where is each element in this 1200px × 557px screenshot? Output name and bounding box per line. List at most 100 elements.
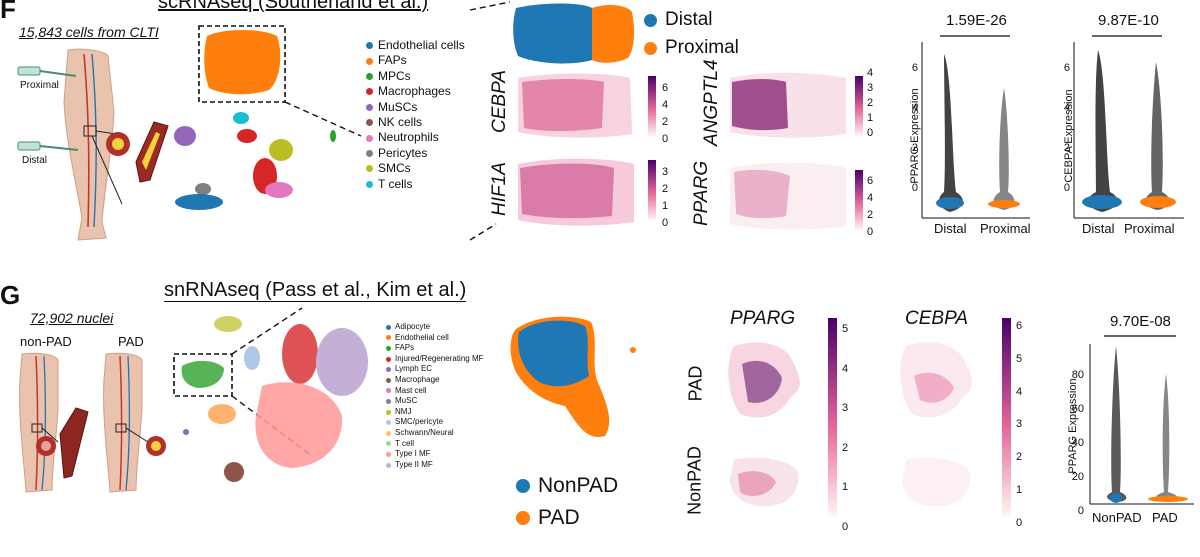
legend-swatch (386, 420, 391, 426)
split-umap-g (510, 316, 636, 438)
pvalue-pparg-f: 1.59E-26 (946, 12, 1007, 29)
legend-item: Endothelial cell (386, 333, 484, 344)
colorbar-hif1a (648, 160, 656, 220)
legend-item: MPCs (366, 69, 465, 84)
colorbar-tick: 1 (842, 481, 849, 493)
legend-item: Lymph EC (386, 364, 484, 375)
legend-item: Neutrophils (366, 130, 465, 145)
legend-swatch (366, 42, 373, 50)
zoom-lines-f (469, 1, 511, 241)
colorbar-tick: 2 (842, 441, 849, 454)
legend-swatch (366, 134, 373, 142)
legend-item: Injured/Regenerating MF (386, 354, 484, 365)
legend-label: Neutrophils (378, 130, 439, 145)
legend-item: SMCs (366, 161, 465, 176)
feature-plot-pparg-nonpad (730, 457, 799, 507)
legend-item: Type II MF (386, 460, 484, 471)
legend-label: MuSCs (378, 99, 418, 114)
legend-swatch (516, 511, 530, 525)
legend-swatch (386, 388, 391, 394)
gene-label-pparg-f: PPARG (691, 160, 712, 226)
sig-bar (1092, 35, 1162, 37)
proximal-label: Proximal (20, 80, 59, 91)
legend-label: Type II MF (395, 459, 433, 469)
colorbar-tick: 0 (867, 127, 874, 139)
distal-label: Distal (22, 155, 48, 166)
colorbar-ticks-angptl4: 4 3 2 1 0 (867, 66, 873, 141)
colorbar-tick: 0 (662, 217, 669, 229)
colorbar-tick: 1 (1016, 483, 1023, 496)
legend-item: MuSCs (366, 100, 465, 115)
split-legend-f: Distal Proximal (644, 6, 739, 62)
colorbar-ticks-cebpa-g: 6 5 4 3 2 1 0 (1016, 310, 1022, 540)
colorbar-tick: 4 (662, 99, 669, 111)
legend-swatch (366, 73, 373, 81)
umap-g (173, 307, 368, 482)
legend-swatch (366, 165, 373, 173)
panel-f-title: scRNAseq (Southerland et al.) (158, 0, 429, 13)
colorbar-tick: 4 (867, 67, 874, 79)
legend-item: FAPs (366, 53, 465, 68)
legend-item: Proximal (644, 34, 739, 62)
panel-f-subtitle: 15,843 cells from CLTI (19, 24, 159, 40)
legend-swatch (386, 367, 391, 373)
colorbar-tick: 6 (867, 175, 874, 187)
sig-bar (940, 35, 1010, 37)
legend-label: MPCs (378, 68, 411, 83)
gene-label-cebpa: CEBPA (489, 69, 510, 133)
violin-yticks-pparg-g: 80 60 40 20 0 (1062, 358, 1084, 528)
y-tick: 0 (1077, 505, 1084, 517)
legend-label: FAPs (395, 343, 415, 353)
feature-plot-cebpa (518, 73, 632, 138)
legend-label: T cells (378, 176, 413, 191)
colorbar-tick: 0 (867, 226, 874, 238)
legend-label: T cell (395, 438, 414, 448)
gene-label-angptl4: ANGPTL4 (701, 59, 722, 146)
pad-label: PAD (118, 334, 144, 349)
panel-letter-g: G (0, 280, 21, 310)
colorbar-tick: 5 (1016, 352, 1023, 365)
violin-yticks-cebpa-f: 6 4 2 0 (1058, 48, 1070, 208)
y-tick: 4 (1063, 102, 1070, 114)
legend-label: SMC/pericyte (395, 417, 444, 427)
y-tick: 2 (1063, 142, 1070, 154)
colorbar-tick: 2 (867, 97, 874, 109)
legend-item: Endothelial cells (366, 38, 465, 53)
legend-swatch (386, 451, 391, 457)
legend-swatch (366, 88, 373, 96)
legend-label: Distal (665, 9, 713, 30)
legend-item: NMJ (386, 407, 484, 418)
legend-swatch (366, 57, 373, 65)
y-tick: 20 (1071, 471, 1084, 483)
legend-swatch (386, 345, 391, 351)
feature-plot-cebpa-nonpad (902, 457, 971, 507)
legend-swatch (386, 409, 391, 415)
feature-plot-hif1a (518, 158, 634, 226)
colorbar-pparg-f (855, 170, 863, 230)
y-tick: 6 (1063, 62, 1070, 74)
legend-label: Endothelial cell (395, 332, 449, 342)
legend-item: T cell (386, 439, 484, 450)
umap-f (174, 25, 362, 210)
legend-swatch (386, 441, 391, 447)
cell-type-legend-f: Endothelial cells FAPs MPCs Macrophages … (366, 38, 465, 192)
colorbar-tick: 0 (1016, 516, 1023, 529)
x-tick: Distal (934, 221, 967, 236)
colorbar-tick: 2 (662, 116, 669, 128)
violin-yticks-pparg-f: 6 4 2 0 (906, 48, 918, 208)
colorbar-tick: 4 (1016, 385, 1023, 398)
legend-label: NonPAD (538, 474, 619, 497)
gene-label-hif1a: HIF1A (489, 162, 510, 216)
legend-swatch (386, 335, 391, 341)
sig-bar (1104, 335, 1176, 337)
y-tick: 0 (1063, 182, 1070, 194)
colorbar-ticks-pparg-g: 5 4 3 2 1 0 (842, 310, 848, 547)
legend-item: FAPs (386, 343, 484, 354)
legend-label: Lymph EC (395, 364, 433, 374)
colorbar-tick: 6 (662, 82, 669, 94)
legend-swatch (366, 103, 373, 111)
colorbar-tick: 0 (842, 520, 849, 533)
legend-item: Schwann/Neural (386, 428, 484, 439)
legend-swatch (644, 13, 657, 27)
legend-label: Injured/Regenerating MF (395, 353, 484, 363)
